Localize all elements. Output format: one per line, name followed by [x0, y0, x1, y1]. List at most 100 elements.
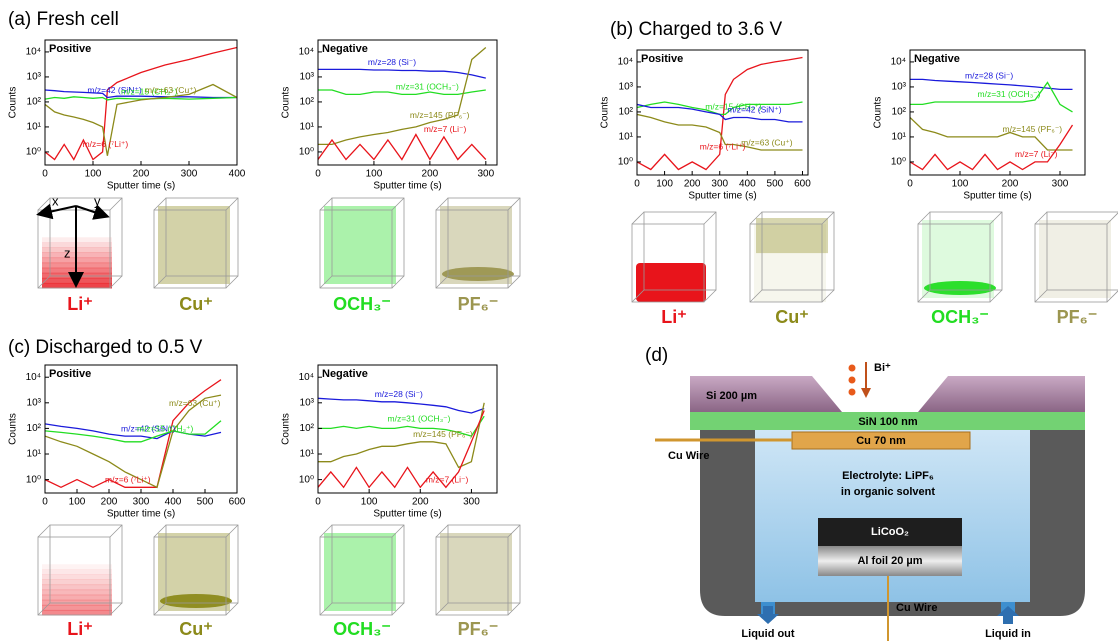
y-tick-label: 10¹	[300, 122, 315, 133]
series-label: m/z=28 (Si⁻)	[965, 71, 1013, 81]
cube-label: Li⁺	[67, 619, 93, 639]
cube: PF₆⁻	[436, 198, 520, 314]
x-tick-label: 100	[366, 169, 383, 180]
label: Liquid out	[741, 628, 794, 640]
y-tick-label: 10¹	[619, 132, 634, 143]
cube-label: OCH₃⁻	[333, 294, 391, 314]
series-label: m/z=63 (Cu⁺)	[145, 85, 197, 95]
series-label: m/z=31 (OCH₃⁻)	[396, 82, 459, 92]
cube-label: PF₆⁻	[1057, 307, 1098, 327]
y-tick-label: 10¹	[27, 449, 42, 460]
y-tick-label: 10²	[27, 423, 42, 434]
y-tick-label: 10²	[892, 107, 907, 118]
series-line	[318, 398, 484, 413]
series-label: m/z=7 (Li⁻)	[426, 475, 469, 485]
x-tick-label: 600	[229, 497, 246, 508]
cube-label: PF₆⁻	[458, 294, 499, 314]
ion-density	[42, 569, 112, 575]
cell-diagram: (d) Si 200 µm SiN 100 nm Cu 70 nm Cu Wir…	[645, 345, 1085, 641]
label: Cu 70 nm	[856, 435, 906, 447]
series-line	[45, 48, 237, 160]
x-tick-label: 0	[315, 169, 321, 180]
x-tick-label: 300	[1052, 179, 1069, 190]
y-tick-label: 10²	[300, 423, 315, 434]
y-axis-label: Counts	[8, 87, 19, 119]
label: Bi⁺	[874, 362, 891, 374]
x-tick-label: 500	[197, 497, 214, 508]
x-axis-label: Sputter time (s)	[373, 509, 441, 520]
y-tick-label: 10³	[892, 82, 907, 93]
cube-label: Li⁺	[661, 307, 687, 327]
cube-label: Li⁺	[67, 294, 93, 314]
ion-density	[42, 590, 112, 596]
cube-edge	[226, 525, 238, 537]
x-tick-label: 300	[133, 497, 150, 508]
x-tick-label: 500	[767, 179, 784, 190]
x-tick-label: 200	[422, 169, 439, 180]
figure: (d) Si 200 µm SiN 100 nm Cu 70 nm Cu Wir…	[0, 0, 1118, 641]
label: Al foil 20 µm	[857, 555, 922, 567]
x-tick-label: 400	[739, 179, 756, 190]
panel-title: (b) Charged to 3.6 V	[610, 19, 782, 40]
cube: Li⁺	[38, 525, 122, 639]
axis-name: x	[52, 193, 59, 208]
cube: PF₆⁻	[1035, 212, 1118, 327]
cube-edge	[110, 525, 122, 537]
x-axis-label: Sputter time (s)	[373, 181, 441, 192]
label: Cu Wire	[896, 602, 937, 614]
label: Electrolyte: LiPF₆	[842, 470, 934, 482]
ion-density	[1039, 220, 1111, 298]
electrolyte-chamber	[755, 430, 1030, 602]
x-tick-label: 0	[634, 179, 640, 190]
x-tick-label: 0	[42, 169, 48, 180]
ion-density	[42, 605, 112, 611]
series-label: m/z=6 (⁷Li⁺)	[83, 139, 129, 149]
ion-density	[42, 600, 112, 606]
cube: Li⁺	[632, 212, 716, 327]
cube-label: PF₆⁻	[458, 619, 499, 639]
cube-label: Cu⁺	[179, 619, 213, 639]
x-tick-label: 100	[69, 497, 86, 508]
label: SiN 100 nm	[858, 416, 918, 428]
y-tick-label: 10²	[300, 97, 315, 108]
label: Cu Wire	[668, 450, 709, 462]
x-tick-label: 300	[477, 169, 494, 180]
series-label: m/z=7 (Li⁻)	[424, 124, 467, 134]
ion-layer	[442, 267, 514, 281]
ion-density	[42, 564, 112, 570]
cube-edge	[38, 198, 50, 210]
y-tick-label: 10⁴	[891, 57, 906, 68]
cube-edge	[704, 212, 716, 224]
ion-density	[158, 206, 230, 284]
si-frame	[918, 376, 1085, 412]
cube-edge	[990, 212, 1002, 224]
series-label: m/z=63 (Cu⁺)	[169, 398, 221, 408]
ion-density	[42, 574, 112, 580]
y-tick-label: 10²	[619, 107, 634, 118]
y-tick-label: 10³	[27, 72, 42, 83]
x-tick-label: 400	[165, 497, 182, 508]
label: Liquid in	[985, 628, 1031, 640]
cube-edge	[508, 198, 520, 210]
x-axis-label: Sputter time (s)	[107, 181, 175, 192]
series-label: m/z=6 (⁷Li⁺)	[105, 475, 151, 485]
y-tick-label: 10⁰	[618, 157, 633, 168]
cube-edge	[1107, 212, 1118, 224]
ion-density	[440, 533, 512, 611]
cube-edge	[508, 525, 520, 537]
cube-edge	[632, 212, 644, 224]
series-label: m/z=145 (PF₆⁻)	[1003, 124, 1063, 134]
label: LiCoO₂	[871, 526, 909, 538]
ion	[849, 377, 856, 384]
cube-label: Cu⁺	[775, 307, 809, 327]
x-axis-label: Sputter time (s)	[107, 509, 175, 520]
x-tick-label: 0	[42, 497, 48, 508]
y-tick-label: 10³	[27, 397, 42, 408]
series-label: m/z=145 (PF₆⁻)	[410, 110, 470, 120]
x-tick-label: 100	[952, 179, 969, 190]
y-tick-label: 10³	[619, 82, 634, 93]
y-tick-label: 10⁰	[26, 474, 41, 485]
x-tick-label: 100	[361, 497, 378, 508]
